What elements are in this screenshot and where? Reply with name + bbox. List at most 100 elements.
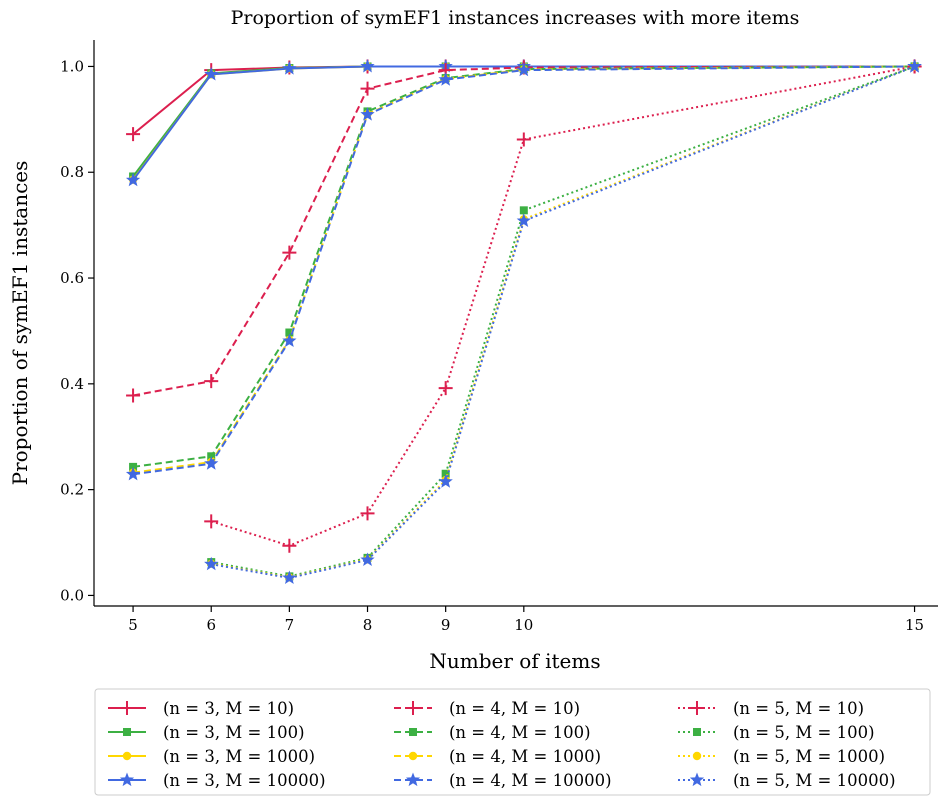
- series-line: [211, 65, 915, 579]
- series-line: [132, 65, 915, 178]
- data-point: [282, 61, 297, 75]
- data-point: [125, 466, 141, 481]
- series-n4-m1000: [128, 62, 919, 477]
- data-point: [438, 72, 453, 86]
- legend-swatch-marker: [409, 728, 417, 736]
- x-tick-label: 9: [441, 616, 451, 634]
- data-point: [360, 506, 375, 521]
- y-axis-label: Proportion of symEF1 instances: [8, 161, 32, 486]
- y-tick-label: 1.0: [60, 57, 84, 75]
- series-line: [132, 65, 915, 468]
- legend-entry: (n = 3, M = 10): [108, 699, 294, 718]
- legend-swatch-marker: [692, 751, 702, 761]
- series-n5-m1000: [207, 62, 919, 582]
- legend-entry: (n = 5, M = 10000): [678, 771, 896, 790]
- legend-swatch-marker: [119, 772, 135, 787]
- series-layer: [125, 58, 922, 585]
- legend-swatch-marker: [120, 701, 134, 715]
- legend-swatch-marker: [689, 772, 705, 787]
- y-tick-label: 0.2: [60, 481, 84, 499]
- legend-swatch-marker: [693, 728, 701, 736]
- data-point: [204, 456, 219, 470]
- series-n3-m1000: [128, 62, 919, 184]
- legend-entry: (n = 5, M = 1000): [678, 747, 885, 766]
- series-line: [132, 65, 915, 135]
- y-tick-label: 0.6: [60, 269, 84, 287]
- legend-entry: (n = 4, M = 10): [394, 699, 580, 718]
- series-line: [132, 65, 915, 476]
- data-point: [516, 62, 531, 77]
- series-line: [132, 65, 915, 181]
- legend-frame: [94, 688, 931, 796]
- legend-label: (n = 3, M = 10000): [163, 771, 326, 790]
- series-n5-m10000: [204, 58, 922, 585]
- x-tick-label: 8: [363, 616, 373, 634]
- y-tick-label: 0.4: [60, 375, 84, 393]
- legend-swatch-marker: [408, 751, 418, 761]
- legend: (n = 3, M = 10) (n = 3, M = 100) (n = 3, M…: [94, 688, 931, 796]
- legend-swatch-marker: [405, 772, 421, 787]
- series-line: [211, 65, 915, 579]
- legend-label: (n = 4, M = 10000): [449, 771, 612, 790]
- legend-label: (n = 4, M = 10): [449, 699, 580, 718]
- data-point: [204, 556, 219, 571]
- x-tick-label: 5: [128, 616, 138, 634]
- legend-entry: (n = 4, M = 1000): [394, 747, 601, 766]
- x-tick-label: 15: [905, 616, 924, 634]
- legend-entry: (n = 4, M = 100): [394, 723, 591, 742]
- data-point: [360, 81, 375, 96]
- series-line: [132, 65, 915, 397]
- series-n5-m100: [207, 62, 919, 581]
- legend-label: (n = 4, M = 1000): [449, 747, 601, 766]
- plot-area: 5 6 7 8 9 10 15 0.0 0.2 0.4 0.6 0.8 1.0: [60, 40, 938, 634]
- legend-label: (n = 5, M = 100): [733, 723, 875, 742]
- legend-entry: (n = 3, M = 1000): [108, 747, 315, 766]
- legend-label: (n = 4, M = 100): [449, 723, 591, 742]
- x-tick-label: 7: [285, 616, 295, 634]
- data-point: [907, 58, 922, 73]
- y-ticks: 0.0 0.2 0.4 0.6 0.8 1.0: [60, 57, 94, 604]
- data-point: [204, 374, 219, 389]
- legend-entry: (n = 5, M = 100): [678, 723, 875, 742]
- data-point: [282, 245, 297, 260]
- data-point: [282, 538, 297, 553]
- series-n4-m10000: [125, 58, 922, 481]
- data-point: [516, 213, 531, 227]
- legend-label: (n = 5, M = 10): [733, 699, 864, 718]
- x-axis-label: Number of items: [429, 649, 600, 673]
- data-point: [360, 58, 375, 73]
- data-point: [204, 514, 219, 529]
- legend-entry: (n = 5, M = 10): [678, 699, 864, 718]
- data-point: [126, 127, 141, 142]
- data-point: [360, 107, 375, 121]
- data-point: [516, 132, 531, 147]
- legend-swatch-marker: [406, 701, 420, 715]
- legend-label: (n = 3, M = 100): [163, 723, 305, 742]
- data-point: [126, 388, 141, 403]
- chart-title: Proportion of symEF1 instances increases…: [231, 7, 800, 29]
- series-n4-m100: [129, 62, 919, 471]
- data-point: [282, 570, 297, 585]
- legend-entry: (n = 3, M = 10000): [108, 771, 326, 790]
- series-n3-m10000: [125, 58, 922, 187]
- legend-entry: (n = 3, M = 100): [108, 723, 305, 742]
- data-point: [282, 333, 297, 348]
- data-point: [125, 172, 141, 187]
- legend-label: (n = 5, M = 10000): [733, 771, 896, 790]
- series-n5-m10: [204, 59, 922, 553]
- series-line: [132, 65, 915, 181]
- data-point: [441, 469, 450, 478]
- legend-label: (n = 3, M = 10): [163, 699, 294, 718]
- legend-items: (n = 3, M = 10) (n = 3, M = 100) (n = 3, M…: [108, 699, 896, 790]
- y-tick-label: 0.0: [60, 586, 84, 604]
- series-n3-m100: [129, 62, 919, 181]
- data-point: [204, 66, 219, 81]
- legend-entry: (n = 4, M = 10000): [394, 771, 612, 790]
- legend-swatch-marker: [690, 701, 704, 715]
- series-line: [132, 65, 915, 474]
- data-point: [360, 552, 375, 567]
- data-point: [285, 328, 294, 337]
- legend-swatch-marker: [122, 751, 132, 761]
- data-point: [519, 206, 528, 215]
- data-point: [438, 474, 453, 488]
